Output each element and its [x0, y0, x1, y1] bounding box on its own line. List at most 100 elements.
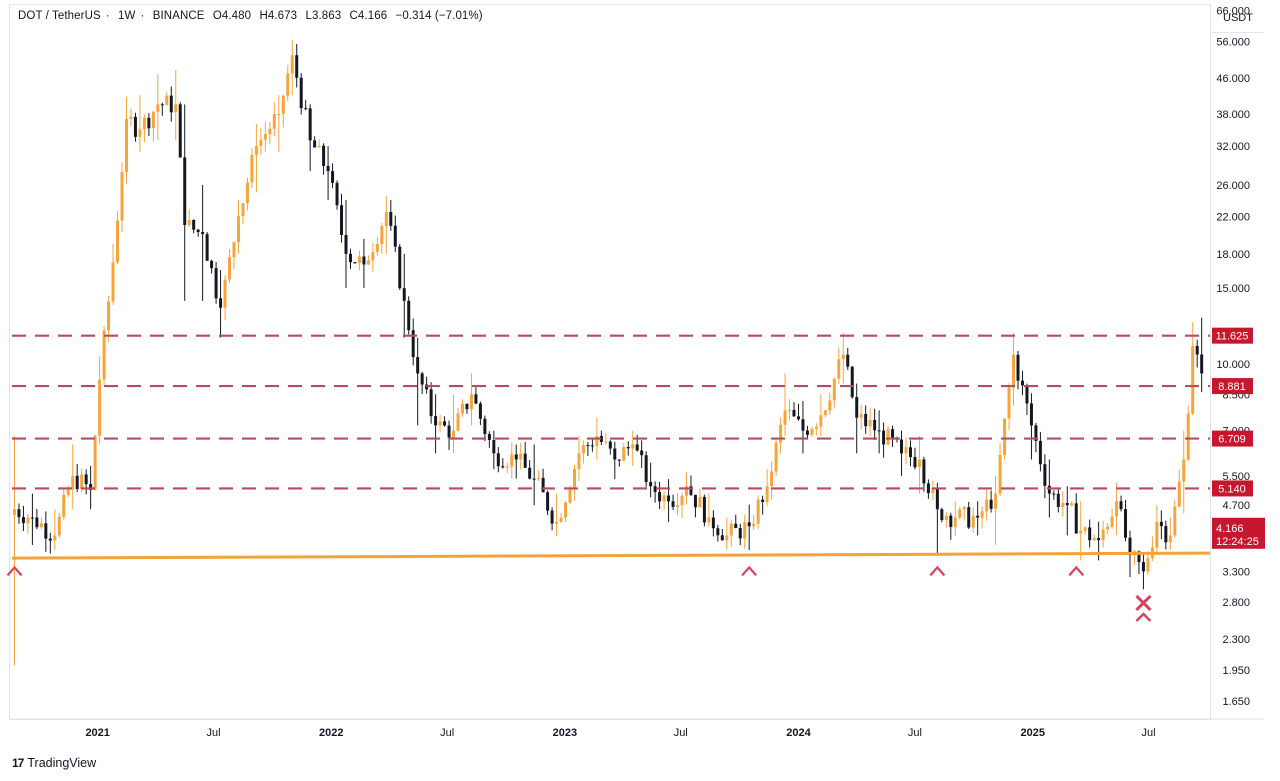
candle-body [402, 288, 406, 301]
candle-body [205, 234, 209, 261]
candle-body [649, 482, 653, 487]
candle-body [577, 453, 581, 470]
candle-body [21, 517, 25, 524]
x-tick-label: Jul [206, 727, 220, 739]
candle-body [250, 154, 254, 183]
candle-body [555, 521, 559, 524]
candle-body [344, 235, 348, 254]
candle-body [219, 298, 223, 308]
candle-body [510, 454, 514, 467]
currency-label[interactable]: USDT [1212, 4, 1264, 33]
candle-body [653, 486, 657, 492]
candle-body [926, 483, 930, 494]
candle-body [434, 416, 438, 426]
candle-body [129, 116, 133, 119]
footer-branding[interactable]: 17 TradingView [12, 756, 96, 770]
candle-body [537, 477, 541, 480]
candle-body [1195, 346, 1199, 355]
symbol-name[interactable]: DOT / TetherUS [18, 10, 101, 22]
x-tick-label: Jul [674, 727, 688, 739]
candle-body [317, 145, 321, 148]
candle-body [1182, 459, 1186, 482]
candle-body [93, 435, 97, 490]
candle-body [564, 502, 568, 518]
candle-body [196, 229, 200, 233]
candle-body [989, 499, 993, 509]
candle-body [295, 55, 299, 78]
candle-body [949, 515, 953, 527]
candle-body [393, 225, 397, 247]
candle-body [631, 444, 635, 449]
candle-body [850, 366, 854, 398]
candle-body [1083, 527, 1087, 531]
candle-body [953, 517, 957, 527]
candle-body [429, 389, 433, 417]
candle-body [469, 394, 473, 410]
candle-body [1012, 354, 1016, 388]
candle-body [505, 466, 509, 468]
candle-body [734, 523, 738, 529]
candle-body [514, 454, 518, 460]
candle-body [765, 486, 769, 502]
candle-body [944, 515, 948, 520]
candle-body [290, 55, 294, 74]
change-value: −0.314 (−7.01%) [395, 10, 483, 22]
candle-body [35, 517, 39, 528]
candle-body [147, 117, 151, 129]
candle-body [331, 171, 335, 183]
candle-body [268, 128, 272, 135]
candle-body [810, 428, 814, 435]
candle-body [142, 117, 146, 130]
candle-body [1056, 493, 1060, 507]
candle-body [662, 495, 666, 502]
candle-body [1159, 521, 1163, 527]
interval-label[interactable]: 1W [118, 10, 136, 22]
candle-body [877, 430, 881, 432]
bar-countdown-label: 12:24:25 [1216, 536, 1259, 548]
candle-body [389, 212, 393, 226]
candle-body [967, 507, 971, 528]
candle-body [151, 111, 155, 129]
symbol-header: DOT / TetherUS · 1W · BINANCE O4.480 H4.67… [18, 10, 488, 22]
candle-body [1137, 551, 1141, 563]
level-price-label: 8.881 [1218, 381, 1246, 393]
candle-body [398, 246, 402, 289]
candle-body [407, 300, 411, 331]
candle-body [169, 95, 173, 113]
candle-body [788, 409, 792, 411]
candle-body [178, 104, 182, 158]
candle-body [837, 359, 841, 379]
level-price-label: 6.709 [1218, 434, 1246, 446]
candle-body [940, 509, 944, 520]
candle-body [1047, 485, 1051, 494]
candle-body [308, 108, 312, 141]
candle-body [201, 232, 205, 235]
x-tick-label: 2025 [1020, 727, 1044, 739]
candles-group [12, 39, 1204, 666]
candle-body [568, 489, 572, 503]
candle-body [931, 487, 935, 494]
candle-body [693, 494, 697, 508]
candle-body [796, 416, 800, 420]
candle-body [223, 279, 227, 308]
candle-body [30, 517, 34, 519]
candle-body [1106, 526, 1110, 530]
candle-body [832, 378, 836, 401]
candle-body [263, 134, 267, 140]
x-tick-label: Jul [440, 727, 454, 739]
candle-body [232, 242, 236, 258]
header-separator: · [105, 10, 110, 22]
candle-body [447, 425, 451, 438]
y-tick-label: 32.000 [1216, 141, 1250, 153]
candle-body [935, 487, 939, 510]
candle-body [57, 516, 61, 536]
candle-body [416, 357, 420, 374]
y-tick-label: 1.950 [1222, 665, 1250, 677]
candle-body [532, 478, 536, 480]
candle-body [362, 256, 366, 265]
candle-body [272, 114, 276, 129]
candle-body [868, 419, 872, 427]
candle-body [420, 373, 424, 385]
candle-body [595, 436, 599, 446]
